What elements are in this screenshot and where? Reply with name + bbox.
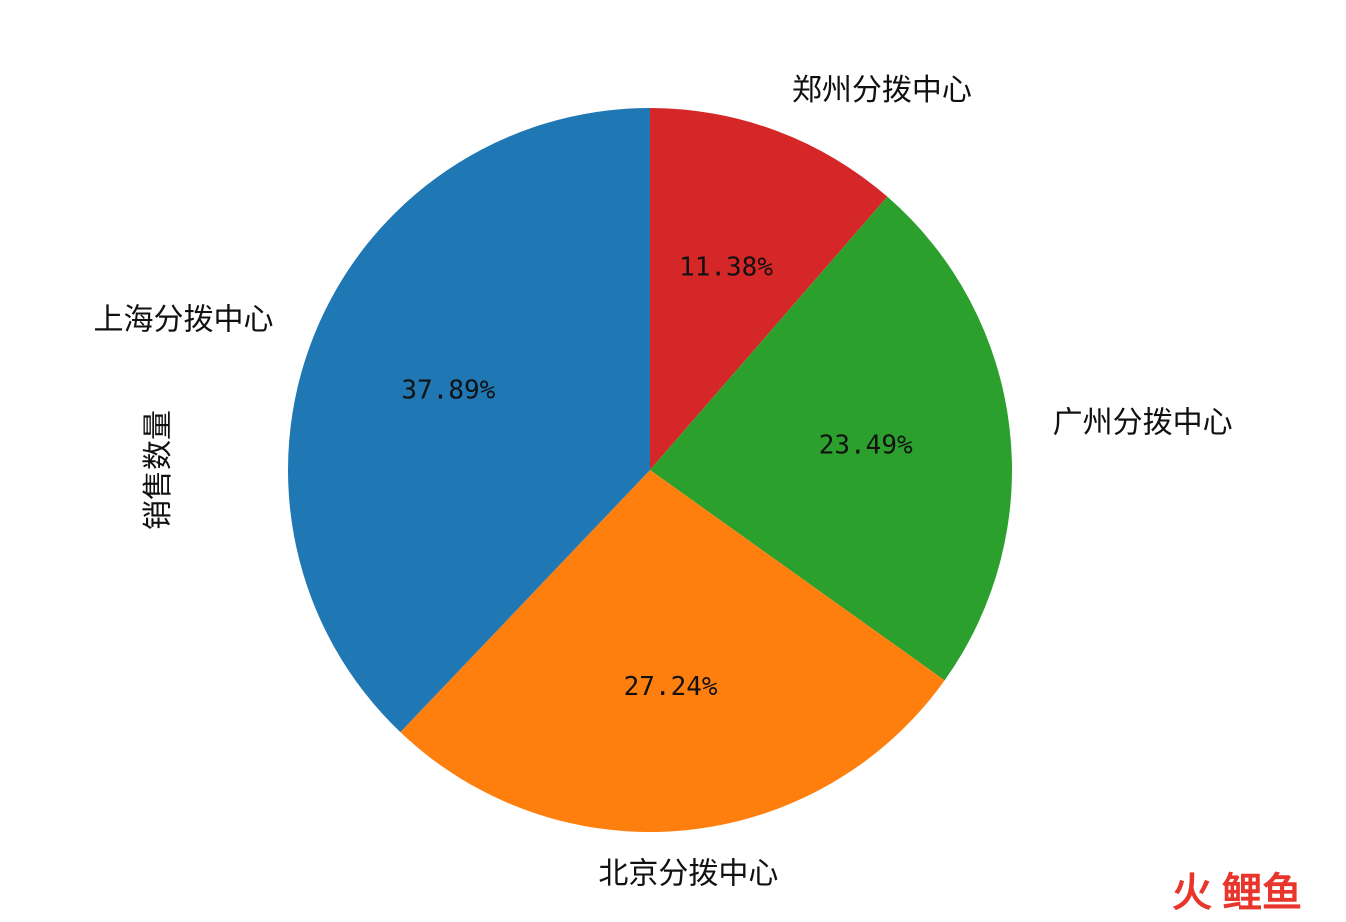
pie-slices bbox=[287, 108, 1012, 833]
slice-category-label: 郑州分拨中心 bbox=[792, 73, 972, 108]
slice-category-label: 北京分拨中心 bbox=[598, 857, 778, 892]
slice-percent-label: 23.49% bbox=[819, 430, 913, 460]
slice-percent-label: 37.89% bbox=[401, 375, 495, 405]
pie-slice bbox=[650, 108, 888, 470]
pie-slice bbox=[287, 108, 650, 733]
slice-percent-label: 27.24% bbox=[624, 672, 718, 702]
watermark-part-b: 鲤鱼 bbox=[1222, 870, 1302, 916]
slice-category-label: 上海分拨中心 bbox=[94, 302, 274, 337]
pie-slice bbox=[400, 470, 945, 833]
percent-labels: 11.38% 23.49% 27.24% 37.89% bbox=[401, 253, 913, 703]
pie-slice bbox=[650, 196, 1012, 681]
watermark-part-a: 火 bbox=[1172, 870, 1212, 916]
watermark: 火 鲤鱼 bbox=[1172, 870, 1302, 916]
y-axis-label: 销售数量 bbox=[141, 410, 176, 530]
slice-category-label: 广州分拨中心 bbox=[1053, 405, 1233, 440]
slice-percent-label: 11.38% bbox=[679, 253, 773, 283]
